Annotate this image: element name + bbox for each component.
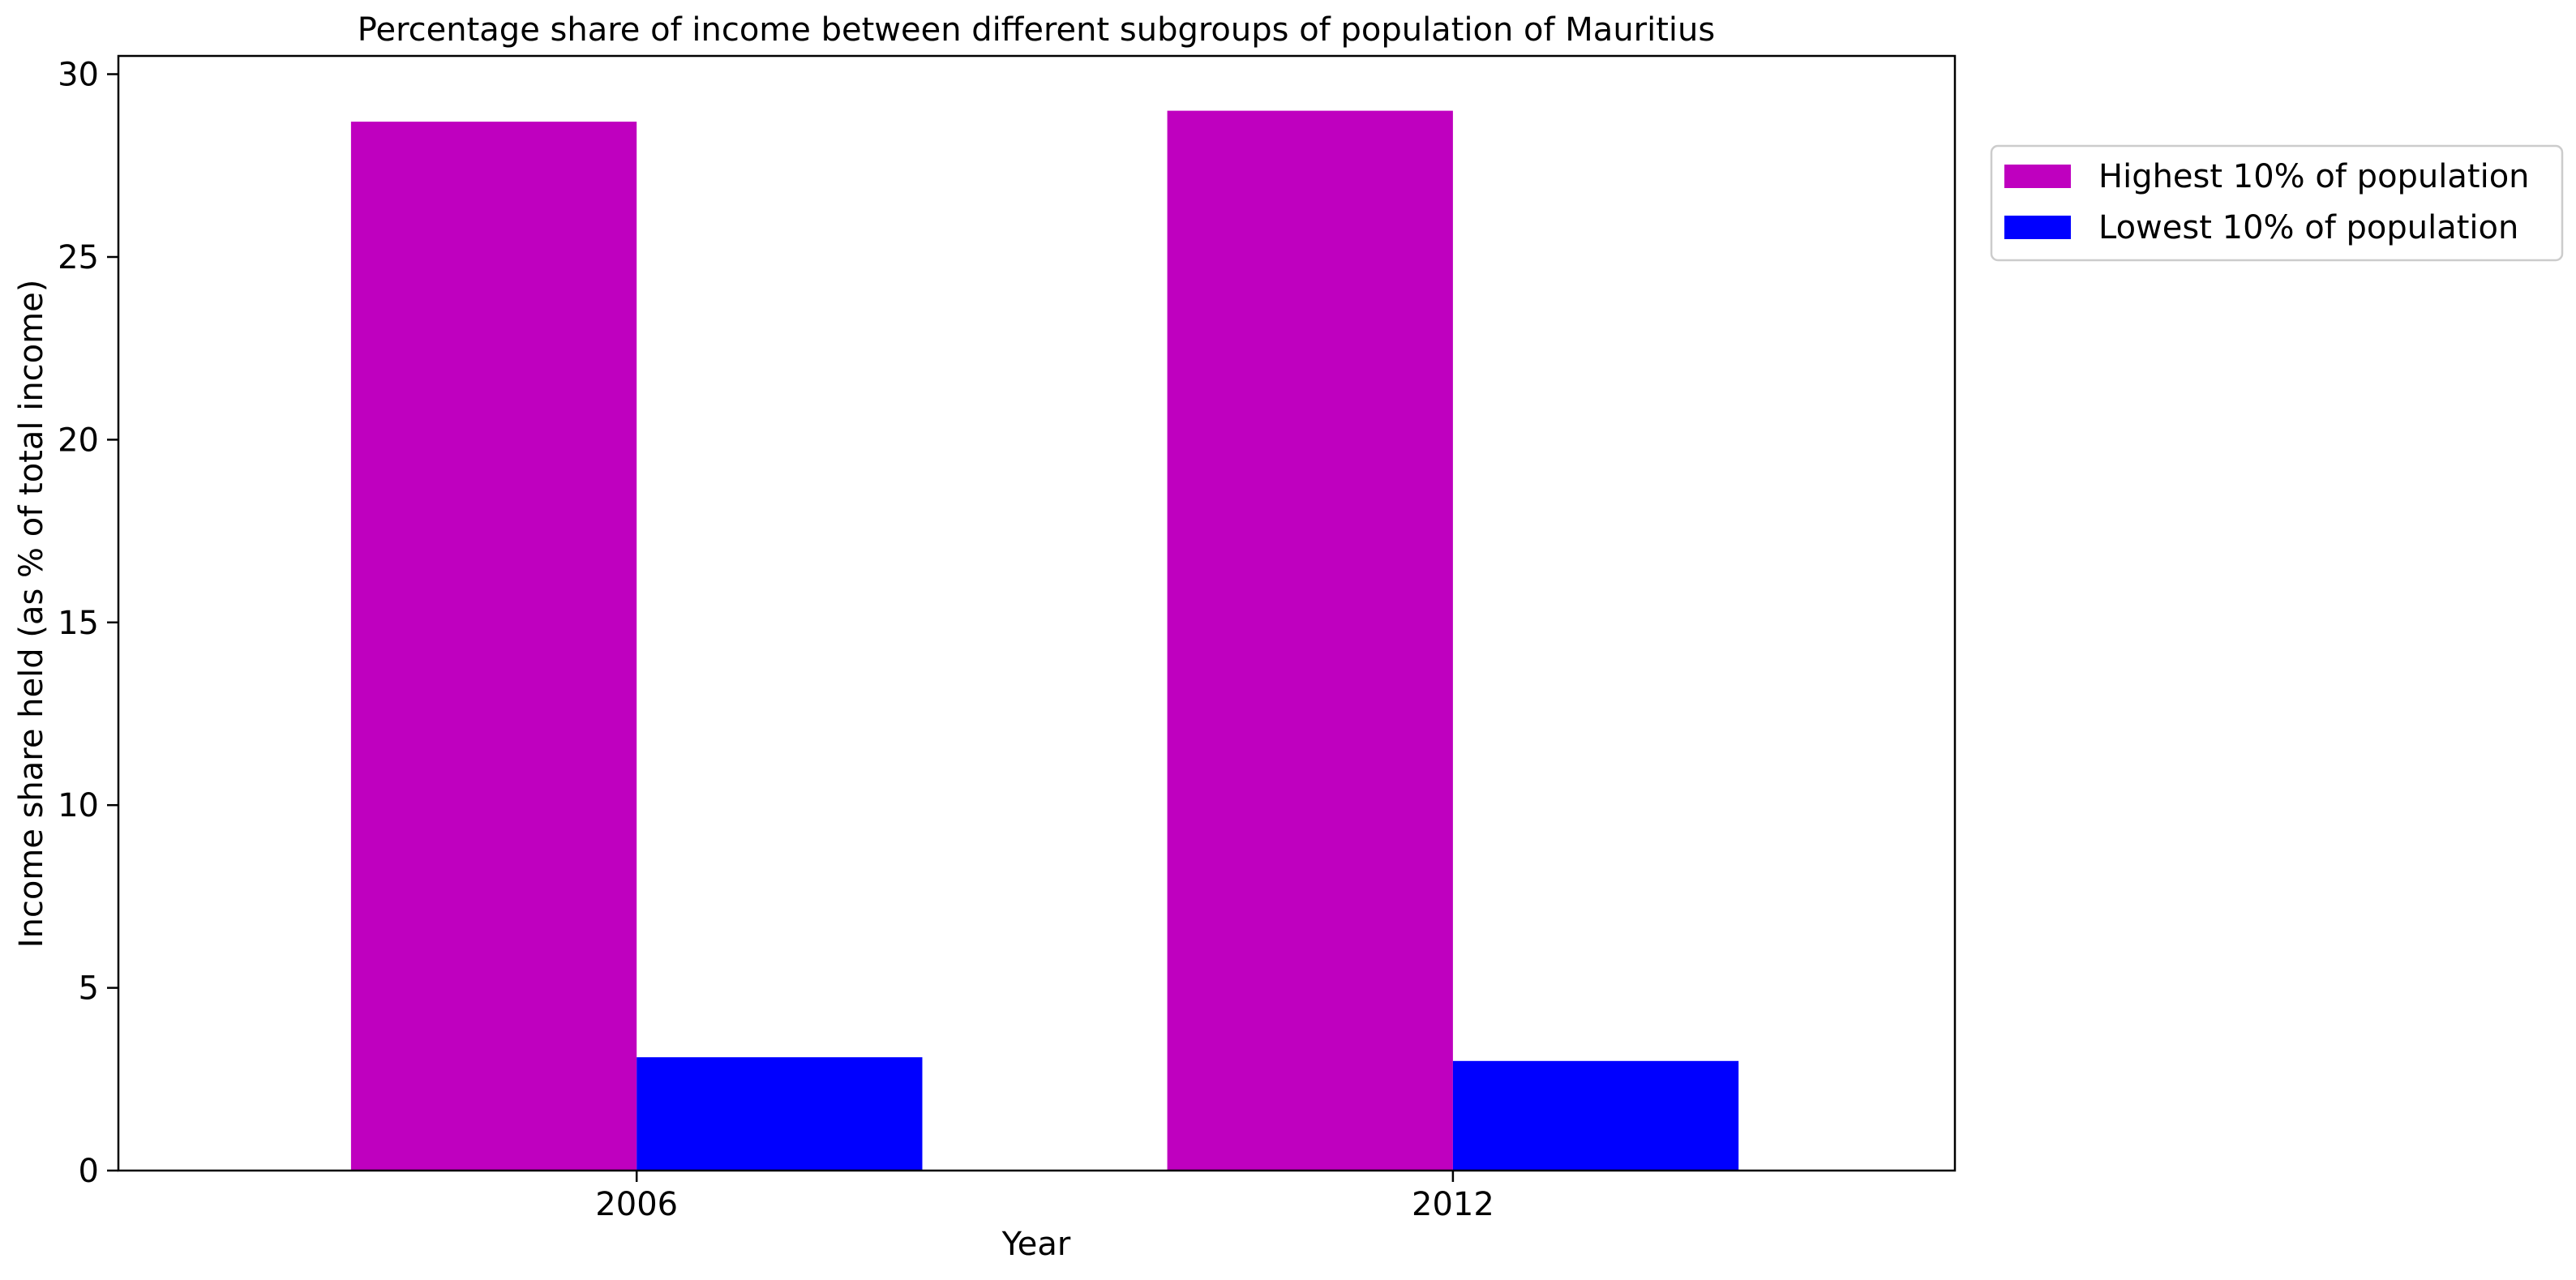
y-tick-label: 20	[58, 422, 99, 459]
legend-label-highest: Highest 10% of population	[2098, 158, 2530, 195]
bar-lowest-2012	[1452, 1060, 1739, 1171]
y-tick-label: 15	[58, 605, 99, 642]
y-tick-label: 10	[58, 787, 99, 824]
bars-group	[350, 110, 1739, 1171]
x-axis: 2006 2012	[595, 1171, 1494, 1223]
bar-highest-2012	[1167, 110, 1453, 1171]
x-tick-label: 2012	[1412, 1186, 1494, 1223]
legend: Highest 10% of population Lowest 10% of p…	[1990, 144, 2564, 262]
legend-label-lowest: Lowest 10% of population	[2098, 209, 2518, 246]
x-axis-label: Year	[1001, 1226, 1071, 1263]
y-tick-label: 5	[79, 970, 99, 1008]
y-axis-label: Income share held (as % of total income)	[13, 280, 50, 948]
y-tick-label: 30	[58, 57, 99, 94]
x-tick-label: 2006	[595, 1186, 678, 1223]
chart-title: Percentage share of income between diffe…	[358, 11, 1715, 49]
y-tick-label: 25	[58, 239, 99, 276]
y-axis: 0 5 10 15 20 25 30	[58, 57, 118, 1190]
plot-frame	[117, 54, 1957, 1172]
legend-frame	[1990, 144, 2564, 262]
legend-swatch-highest	[2004, 165, 2071, 188]
y-tick-label: 0	[79, 1153, 99, 1190]
legend-swatch-lowest	[2004, 216, 2071, 239]
bar-highest-2006	[350, 122, 637, 1171]
bar-lowest-2006	[636, 1057, 923, 1171]
